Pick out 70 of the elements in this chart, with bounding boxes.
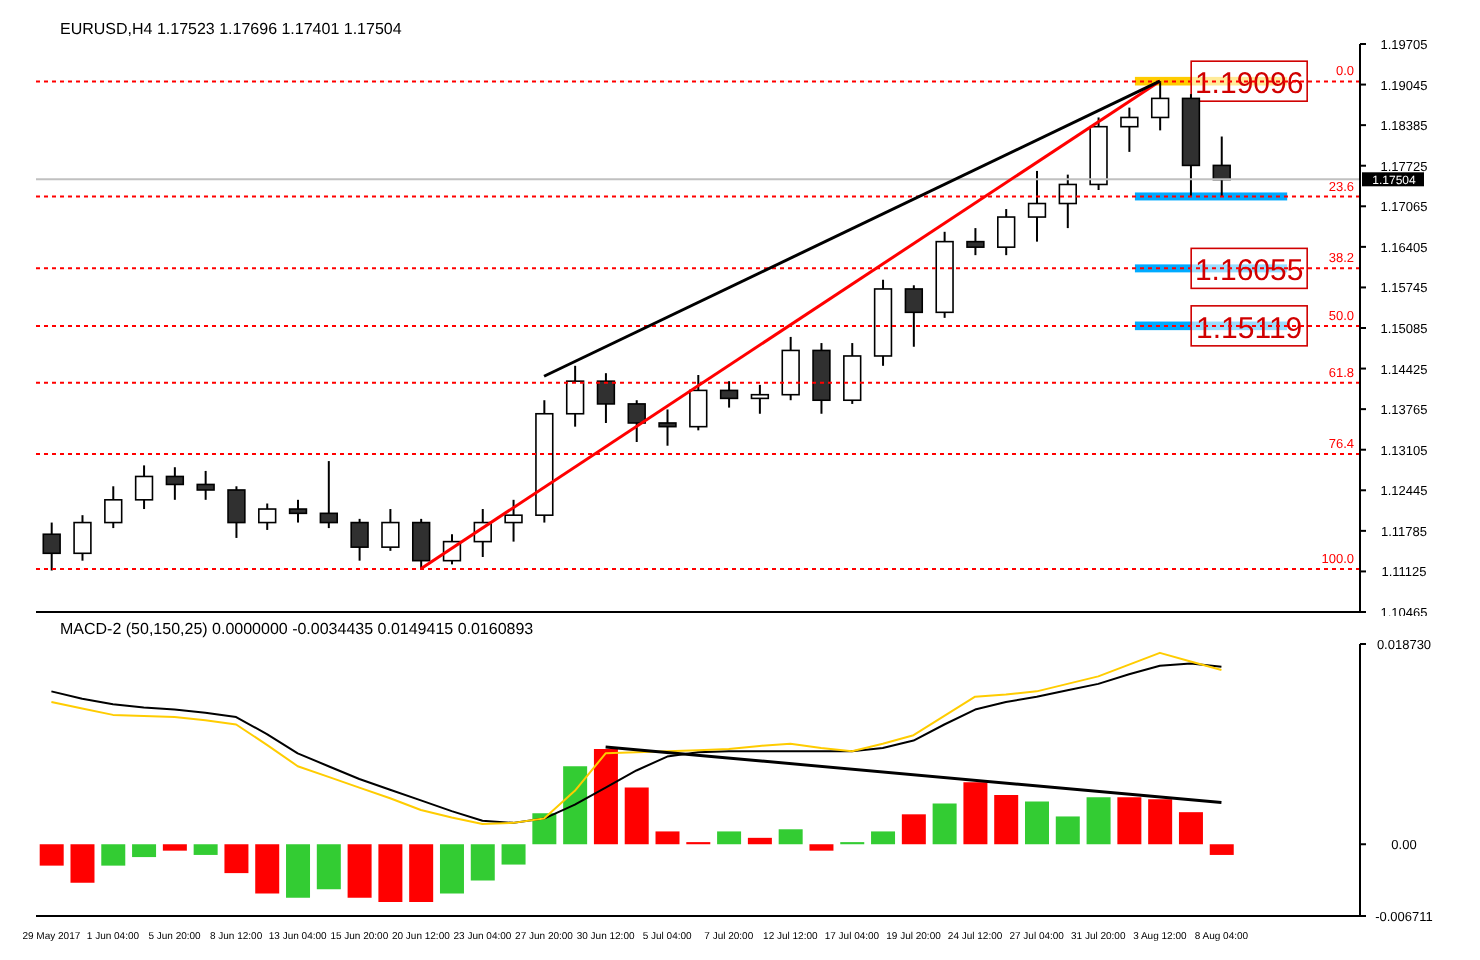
bar (624, 787, 649, 845)
bar (132, 844, 157, 858)
candlestick (966, 227, 985, 257)
bar (224, 844, 249, 874)
bar (1209, 844, 1234, 855)
bar (901, 814, 926, 845)
candlestick (258, 502, 277, 531)
bar (1086, 797, 1111, 845)
bar (593, 749, 618, 845)
candlestick (658, 408, 677, 447)
band-label: 1.15119 (1196, 311, 1303, 346)
bar (378, 844, 403, 902)
bar (963, 782, 988, 845)
bar (655, 831, 680, 845)
bar (193, 844, 218, 855)
bar (501, 844, 526, 865)
candlestick (750, 383, 770, 415)
candlestick (689, 374, 708, 432)
candlestick (627, 399, 646, 444)
band-label: 1.16055 (1194, 254, 1304, 289)
candlestick (781, 335, 800, 402)
candlestick (411, 517, 431, 570)
bar (932, 803, 957, 845)
bar (439, 844, 464, 894)
bar (994, 795, 1019, 845)
bar (470, 844, 495, 881)
bar (70, 844, 95, 883)
bar (316, 844, 341, 890)
bar (1025, 801, 1049, 845)
bar (162, 844, 187, 851)
bar (1148, 799, 1173, 845)
candlestick (1058, 173, 1077, 230)
candlestick (73, 514, 92, 562)
bar (871, 831, 896, 845)
bar (39, 844, 64, 866)
bar (747, 837, 772, 845)
bar (409, 844, 434, 902)
candlestick (42, 521, 61, 572)
candlestick (1120, 106, 1139, 153)
bar (1055, 816, 1080, 845)
bar (778, 829, 803, 845)
candlestick (227, 485, 246, 539)
candlestick (288, 498, 308, 524)
bar (532, 813, 557, 845)
bar (255, 844, 280, 894)
candlestick (381, 508, 400, 552)
chart-title: EURUSD,H4 1.17523 1.17696 1.17401 1.17504 (60, 20, 402, 38)
candlestick (165, 466, 185, 501)
bar (717, 831, 742, 845)
bar (563, 766, 588, 845)
candlestick (104, 485, 123, 530)
bar (286, 844, 311, 898)
band-label: 1.19096 (1194, 67, 1304, 102)
candlestick (997, 208, 1016, 257)
candlestick (904, 284, 924, 348)
candlestick (350, 517, 369, 562)
bar (1178, 812, 1203, 845)
candlestick (319, 460, 339, 530)
bar (809, 844, 834, 851)
bar (347, 844, 372, 898)
candlestick (504, 498, 523, 543)
bar (101, 844, 126, 866)
candlestick (196, 469, 215, 501)
chart-title: MACD-2 (50,150,25) 0.0000000 -0.0034435 0.0149415 0.0160893 (60, 620, 534, 638)
bar (1117, 797, 1142, 845)
candlestick (1027, 169, 1047, 243)
candlestick (843, 342, 862, 405)
candlestick (719, 380, 739, 409)
candlestick (596, 372, 616, 424)
candlestick (134, 464, 154, 511)
